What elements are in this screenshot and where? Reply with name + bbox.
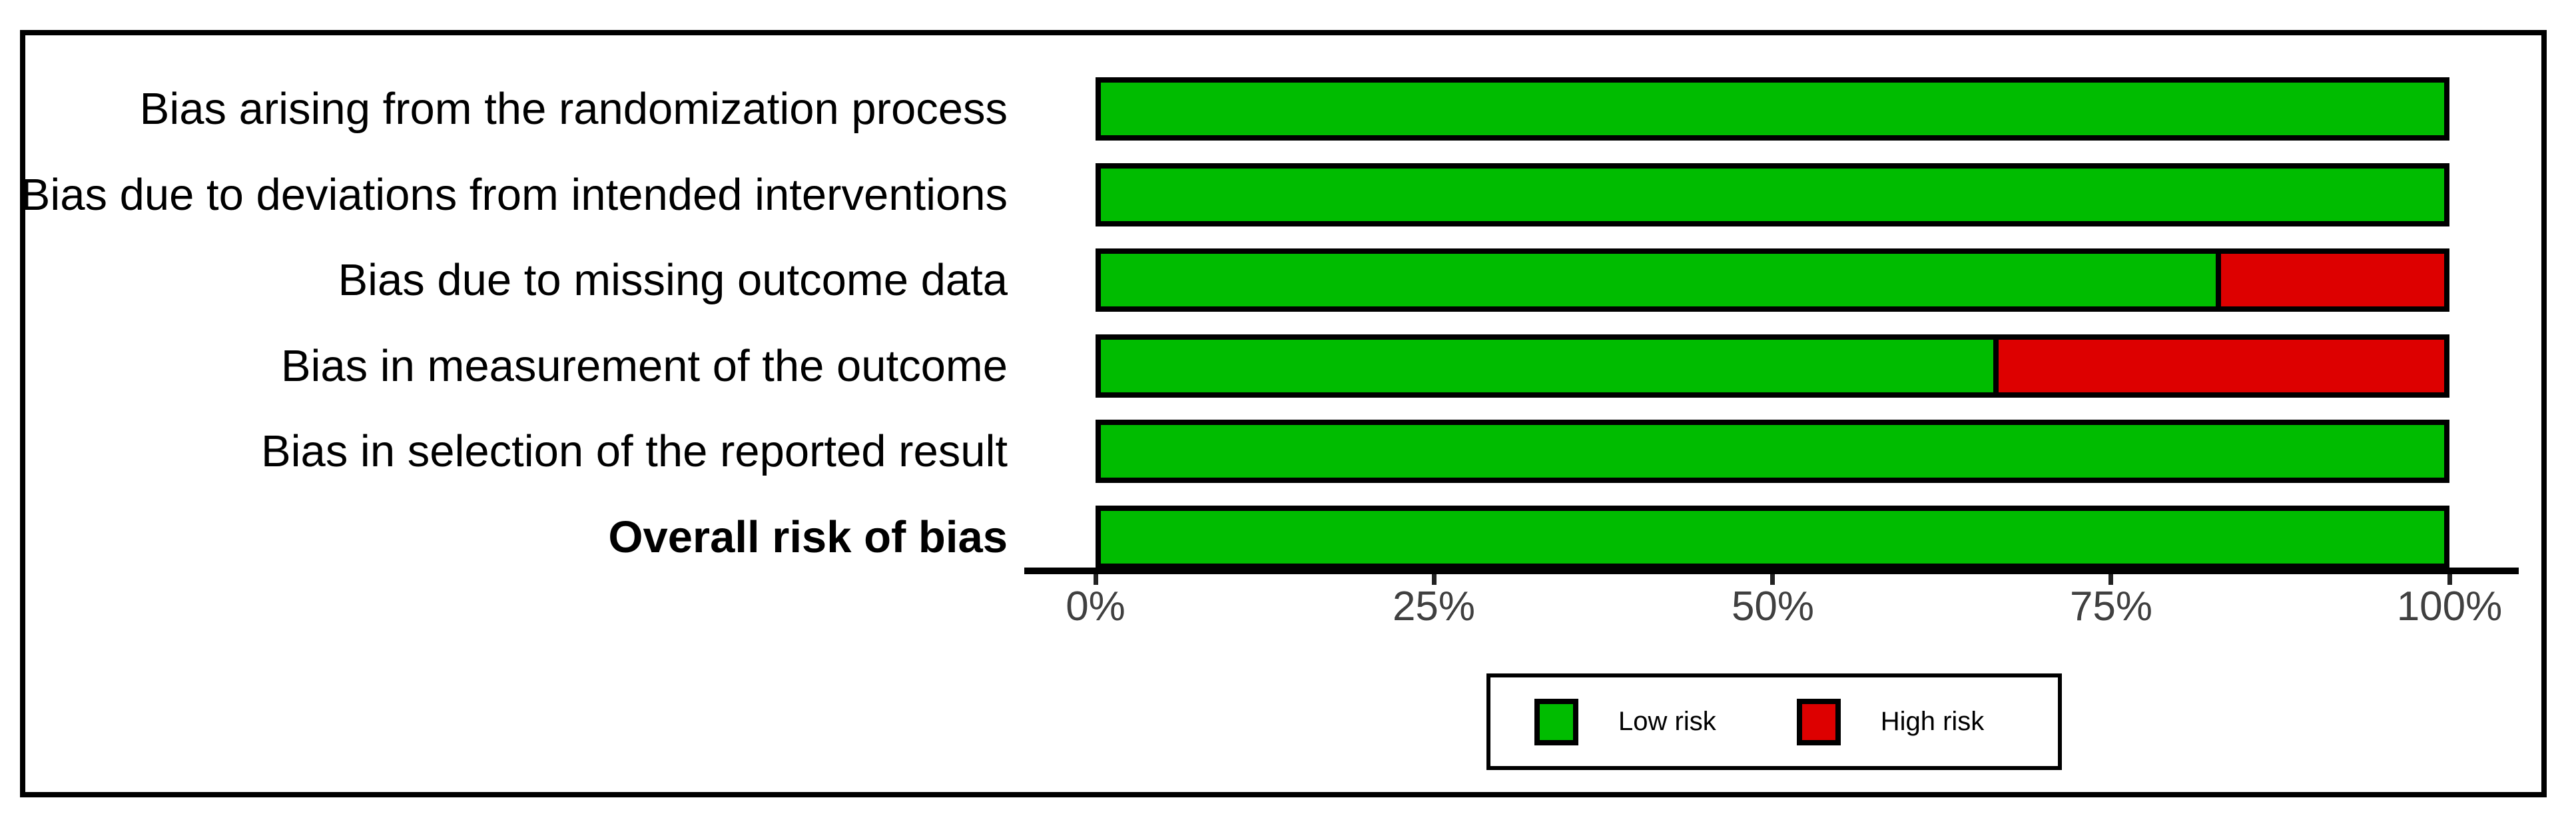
bar-row: Bias arising from the randomization proc… (0, 77, 2576, 141)
legend: Low risk High risk (1486, 673, 2062, 770)
category-label: Bias due to deviations from intended int… (20, 170, 1008, 220)
bar-row: Bias in selection of the reported result (0, 420, 2576, 483)
bar-segment-low-risk (1101, 425, 2444, 478)
legend-item: High risk (1796, 698, 1985, 745)
stacked-bar (1096, 506, 2449, 569)
axis-tick-label: 75% (2069, 584, 2153, 629)
axis-tick-label: 25% (1392, 584, 1476, 629)
legend-swatch-high-risk (1796, 698, 1841, 745)
axis-tick (2108, 574, 2113, 585)
bar-segment-low-risk (1101, 83, 2444, 135)
stacked-bar (1096, 77, 2449, 141)
bar-row: Bias in measurement of the outcome (0, 334, 2576, 398)
axis-tick (1094, 574, 1098, 585)
x-axis-line (1024, 568, 2519, 574)
bar-segment-low-risk (1101, 254, 2216, 306)
bar-row: Overall risk of bias (0, 506, 2576, 569)
bar-row: Bias due to deviations from intended int… (0, 163, 2576, 226)
axis-tick (1770, 574, 1775, 585)
bar-segment-low-risk (1101, 169, 2444, 221)
axis-tick-label: 50% (1731, 584, 1815, 629)
axis-tick (1432, 574, 1437, 585)
chart-outer-frame (20, 30, 2547, 797)
bar-segment-low-risk (1101, 340, 1993, 392)
legend-item: Low risk (1534, 698, 1716, 745)
legend-item-label: Low risk (1618, 707, 1716, 736)
category-label: Bias in measurement of the outcome (280, 341, 1008, 391)
axis-tick-label: 100% (2396, 584, 2503, 629)
legend-swatch-low-risk (1534, 698, 1578, 745)
legend-item-label: High risk (1880, 707, 1985, 736)
category-label: Bias arising from the randomization proc… (139, 84, 1008, 134)
stacked-bar (1096, 420, 2449, 483)
axis-tick-label: 0% (1066, 584, 1126, 629)
category-label: Bias in selection of the reported result (260, 426, 1008, 476)
stacked-bar (1096, 248, 2449, 312)
axis-tick (2447, 574, 2452, 585)
stacked-bar (1096, 334, 2449, 398)
bar-segment-low-risk (1101, 511, 2444, 564)
bar-segment-high-risk (1993, 340, 2444, 392)
bar-row: Bias due to missing outcome data (0, 248, 2576, 312)
category-label: Bias due to missing outcome data (338, 255, 1008, 305)
stacked-bar (1096, 163, 2449, 226)
category-label: Overall risk of bias (608, 512, 1008, 562)
bar-segment-high-risk (2215, 254, 2444, 306)
